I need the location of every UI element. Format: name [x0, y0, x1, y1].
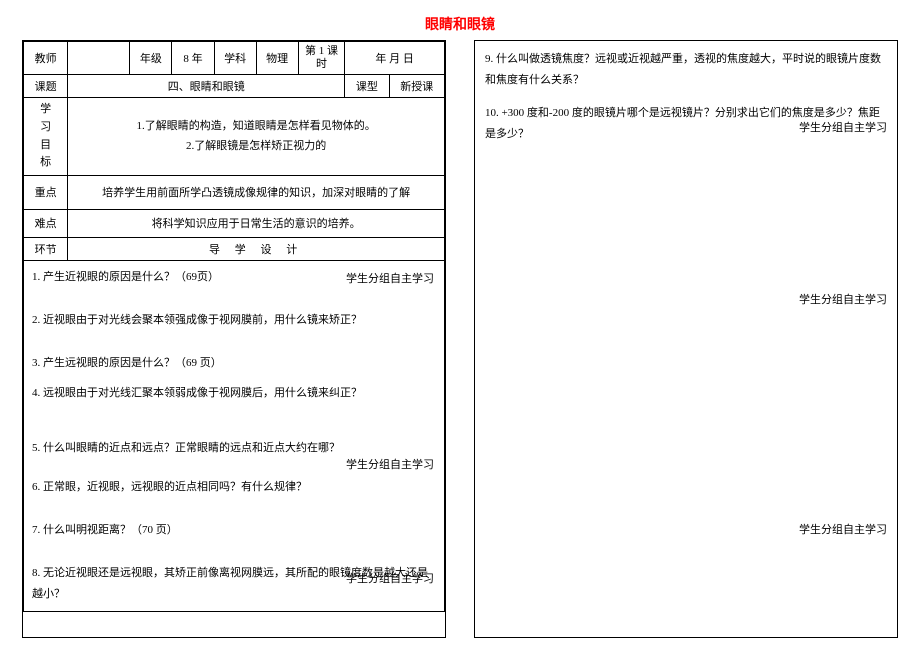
- note-1: 学生分组自主学习: [346, 269, 434, 290]
- rnote-1: 学生分组自主学习: [799, 119, 887, 135]
- goal-row: 学 习 目 标 1.了解眼睛的构造，知道眼睛是怎样看见物体的。 2.了解眼镜是怎…: [24, 98, 445, 175]
- doc-title: 眼睛和眼镜: [22, 14, 898, 34]
- subject-value: 物理: [256, 42, 298, 75]
- topic-value: 四、眼睛和眼镜: [68, 75, 345, 98]
- header-row-1: 教师 年级 8 年 学科 物理 第 1 课时 年 月 日: [24, 42, 445, 75]
- rnote-3: 学生分组自主学习: [799, 521, 887, 537]
- focus-text: 培养学生用前面所学凸透镜成像规律的知识，加深对眼睛的了解: [68, 175, 445, 209]
- q9: 9. 什么叫做透镜焦度？远视或近视越严重，透视的焦度越大，平时说的眼镜片度数和焦…: [485, 49, 887, 91]
- two-column-layout: 教师 年级 8 年 学科 物理 第 1 课时 年 月 日 课题 四、眼睛和眼镜 …: [22, 40, 898, 638]
- focus-label: 重点: [24, 175, 68, 209]
- focus-row: 重点 培养学生用前面所学凸透镜成像规律的知识，加深对眼睛的了解: [24, 175, 445, 209]
- teacher-value: [68, 42, 130, 75]
- section-text: 导 学 设 计: [68, 237, 445, 260]
- grade-value: 8 年: [172, 42, 214, 75]
- date-value: 年 月 日: [345, 42, 445, 75]
- q4: 4. 远视眼由于对光线汇聚本领弱成像于视网膜后，用什么镜来纠正？: [32, 383, 436, 404]
- right-column: 9. 什么叫做透镜焦度？远视或近视越严重，透视的焦度越大，平时说的眼镜片度数和焦…: [474, 40, 898, 638]
- goal-text: 1.了解眼睛的构造，知道眼睛是怎样看见物体的。 2.了解眼镜是怎样矫正视力的: [68, 98, 445, 175]
- questions-row: 1. 产生近视眼的原因是什么？（69页） 学生分组自主学习 2. 近视眼由于对光…: [24, 260, 445, 611]
- q7: 7. 什么叫明视距离？（70 页）: [32, 520, 436, 541]
- type-label: 课型: [345, 75, 389, 98]
- note-2: 学生分组自主学习: [346, 455, 434, 476]
- diff-row: 难点 将科学知识应用于日常生活的意识的培养。: [24, 209, 445, 237]
- questions-cell: 1. 产生近视眼的原因是什么？（69页） 学生分组自主学习 2. 近视眼由于对光…: [24, 260, 445, 611]
- q2: 2. 近视眼由于对光线会聚本领强成像于视网膜前，用什么镜来矫正？: [32, 310, 436, 331]
- grade-label: 年级: [130, 42, 172, 75]
- diff-label: 难点: [24, 209, 68, 237]
- q6: 6. 正常眼，近视眼，远视眼的近点相同吗？有什么规律？: [32, 477, 436, 498]
- q3: 3. 产生远视眼的原因是什么？（69 页）: [32, 353, 436, 374]
- note-3: 学生分组自主学习: [346, 569, 434, 590]
- topic-label: 课题: [24, 75, 68, 98]
- teacher-label: 教师: [24, 42, 68, 75]
- period-label: 第 1 课时: [298, 42, 345, 75]
- goal-label: 学 习 目 标: [24, 98, 68, 175]
- lesson-plan-table: 教师 年级 8 年 学科 物理 第 1 课时 年 月 日 课题 四、眼睛和眼镜 …: [23, 41, 445, 612]
- header-row-2: 课题 四、眼睛和眼镜 课型 新授课: [24, 75, 445, 98]
- section-row: 环节 导 学 设 计: [24, 237, 445, 260]
- subject-label: 学科: [214, 42, 256, 75]
- type-value: 新授课: [389, 75, 444, 98]
- section-label: 环节: [24, 237, 68, 260]
- diff-text: 将科学知识应用于日常生活的意识的培养。: [68, 209, 445, 237]
- rnote-2: 学生分组自主学习: [799, 291, 887, 307]
- left-column: 教师 年级 8 年 学科 物理 第 1 课时 年 月 日 课题 四、眼睛和眼镜 …: [22, 40, 446, 638]
